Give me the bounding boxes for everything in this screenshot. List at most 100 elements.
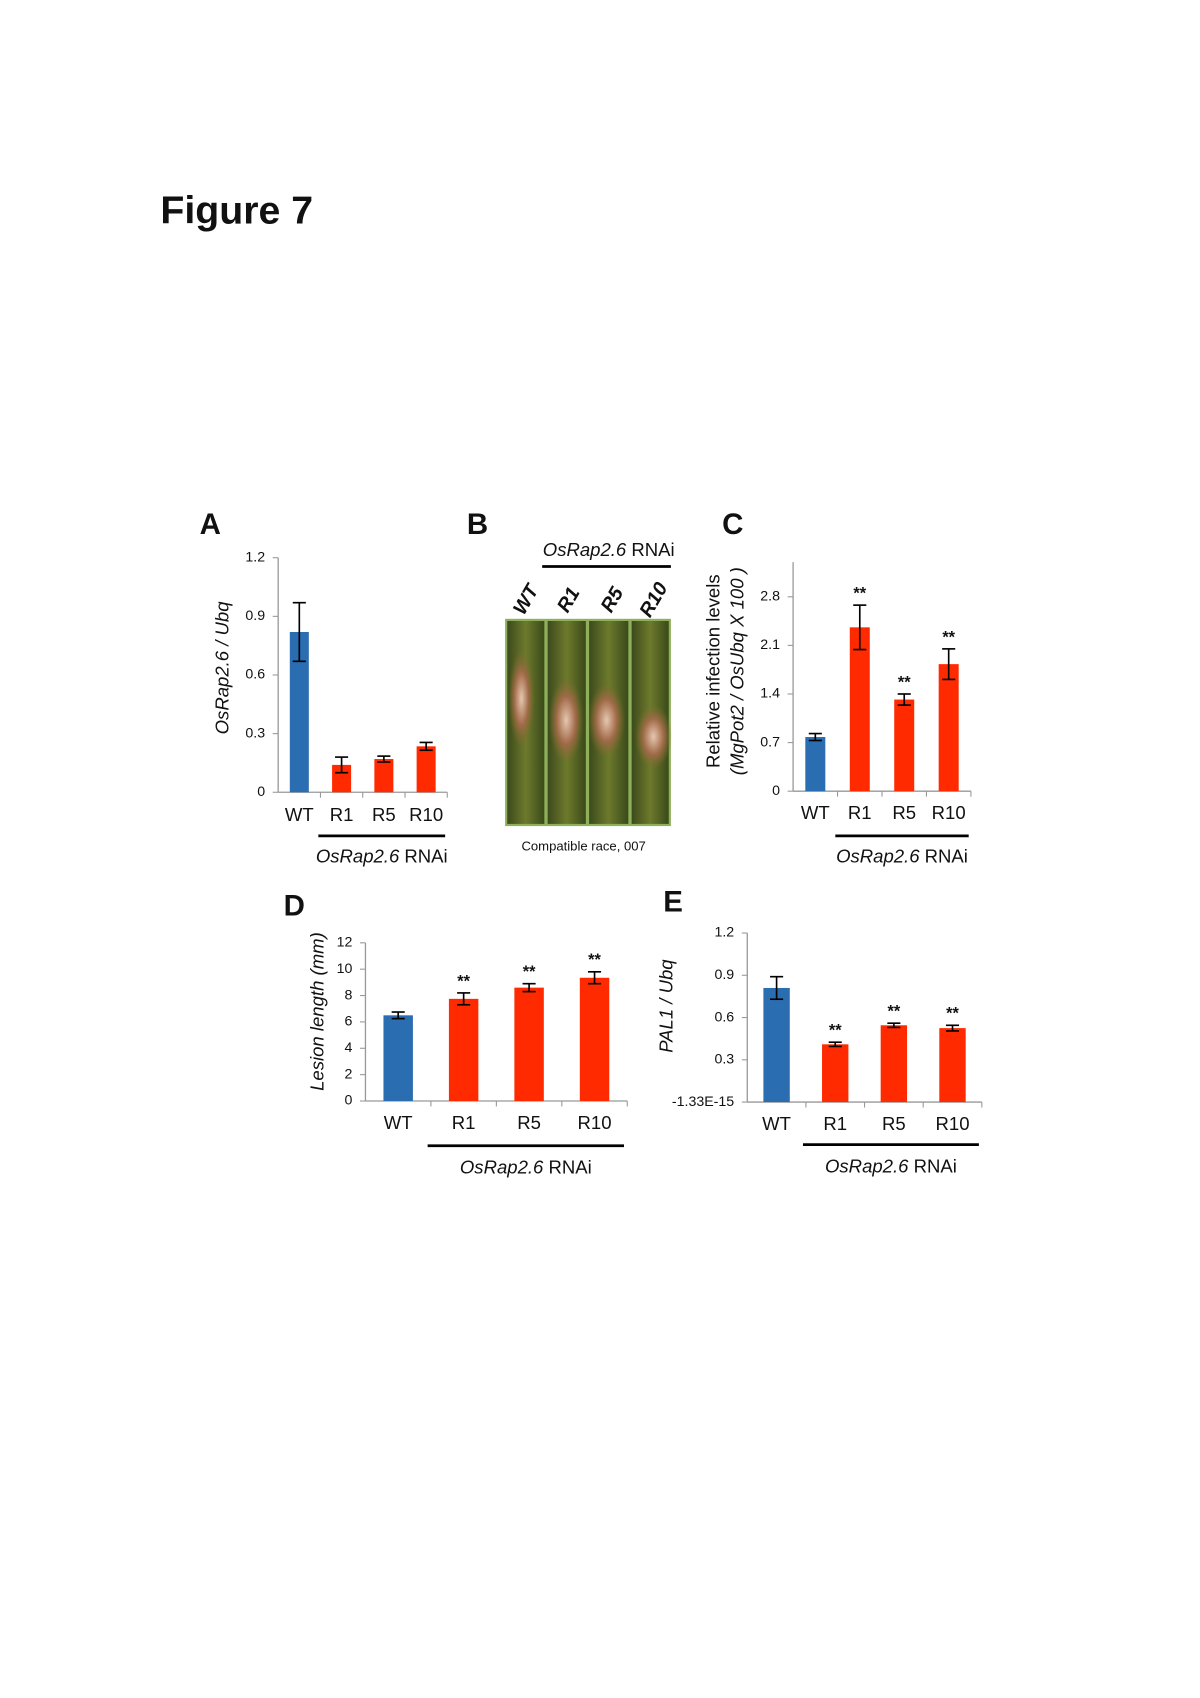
x-tick-label: R10 <box>932 802 966 823</box>
bar <box>880 1025 908 1103</box>
x-tick-label: R1 <box>452 1112 476 1133</box>
lesion <box>508 649 535 748</box>
significance: ** <box>829 1022 842 1040</box>
y-tick-label: 1.2 <box>245 549 265 565</box>
error-bar <box>828 1041 842 1048</box>
bar <box>416 746 436 793</box>
gene-name: OsRap2.6 <box>460 1157 544 1178</box>
group-suffix: RNAi <box>404 846 447 867</box>
group-label: OsRap2.6 RNAi <box>316 846 448 867</box>
y-tick-label: 10 <box>337 961 353 977</box>
significance: ** <box>946 1005 959 1023</box>
bar <box>448 998 479 1101</box>
significance: ** <box>898 673 911 691</box>
y-tick-label: 0 <box>772 783 780 799</box>
error-bar <box>887 1022 901 1029</box>
gene-name: OsRap2.6 <box>316 846 400 867</box>
gene-name: OsRap2.6 <box>543 539 627 560</box>
y-axis-label: Lesion length (mm) <box>306 932 327 1091</box>
group-label: OsRap2.6 RNAi <box>460 1157 592 1178</box>
significance: ** <box>523 963 536 981</box>
bar <box>514 987 544 1101</box>
y-tick-label: 0.9 <box>245 608 265 624</box>
lane-label: WT <box>509 579 544 618</box>
error-bar <box>808 732 822 742</box>
significance: ** <box>942 628 955 646</box>
error-bar <box>945 1024 960 1032</box>
caption: Compatible race, 007 <box>521 838 645 853</box>
x-tick-label: R5 <box>892 802 916 823</box>
bar <box>579 977 610 1101</box>
panel-label: E <box>663 885 683 918</box>
gene-name: OsRap2.6 <box>836 846 920 867</box>
bar <box>894 699 915 792</box>
y-axis-label: PAL1 / Ubq <box>656 959 677 1053</box>
group-suffix: RNAi <box>548 1157 591 1178</box>
y-tick-label: 0.7 <box>760 734 780 750</box>
y-tick-label: 1.2 <box>714 925 734 941</box>
bar <box>849 627 870 792</box>
significance: ** <box>887 1003 900 1021</box>
error-bar <box>942 648 956 681</box>
y-tick-label: 2.8 <box>760 589 780 605</box>
x-tick-label: WT <box>285 804 314 825</box>
gene-name: OsRap2.6 <box>825 1155 909 1176</box>
error-bar <box>377 755 391 763</box>
group-suffix: RNAi <box>914 1155 957 1176</box>
error-bar <box>897 693 911 706</box>
x-tick-label: WT <box>384 1112 413 1133</box>
lesion <box>548 676 584 764</box>
bar <box>763 987 790 1103</box>
lane-label: R1 <box>553 584 585 617</box>
lesion <box>634 703 672 770</box>
error-bar <box>588 970 602 985</box>
lesion <box>588 682 626 759</box>
error-bar <box>292 601 306 663</box>
x-tick-label: R1 <box>848 802 872 823</box>
x-tick-label: R10 <box>578 1112 612 1133</box>
error-bar <box>853 604 867 651</box>
lane-label: R5 <box>597 583 629 617</box>
y-tick-label: 0.9 <box>714 967 734 983</box>
group-label: OsRap2.6 RNAi <box>825 1155 957 1176</box>
y-tick-label: 0.3 <box>245 725 265 741</box>
significance: ** <box>853 585 866 603</box>
x-tick-label: R5 <box>882 1113 906 1134</box>
y-tick-label: 2 <box>344 1066 352 1082</box>
error-bar <box>335 756 349 774</box>
panel-label: A <box>200 508 221 541</box>
group-label: OsRap2.6 RNAi <box>543 539 675 560</box>
x-tick-label: R5 <box>517 1112 541 1133</box>
figure-title: Figure 7 <box>160 188 313 232</box>
bar <box>939 1028 966 1103</box>
y-tick-label: 0.6 <box>245 667 265 683</box>
error-bar <box>770 975 784 1001</box>
y-tick-label: 12 <box>337 935 353 951</box>
panel-label: C <box>722 508 743 541</box>
y-tick-label: 8 <box>344 987 352 1003</box>
error-bar <box>522 982 536 993</box>
x-tick-label: R1 <box>330 804 354 825</box>
panel-label: B <box>467 508 488 541</box>
bar <box>822 1044 849 1103</box>
error-bar <box>391 1011 405 1020</box>
significance: ** <box>588 951 601 969</box>
y-tick-label: 2.1 <box>760 637 780 653</box>
y-tick-label: 6 <box>344 1014 352 1030</box>
y-axis-label: OsRap2.6 / Ubq <box>212 601 233 735</box>
x-tick-label: WT <box>762 1113 791 1134</box>
bar <box>938 664 959 792</box>
y-axis-label: Relative infection levels <box>702 574 723 768</box>
group-suffix: RNAi <box>925 846 968 867</box>
y-tick-label: 0.3 <box>714 1052 734 1068</box>
significance: ** <box>457 972 470 990</box>
x-tick-label: R10 <box>409 804 443 825</box>
y-tick-label: 4 <box>344 1040 352 1056</box>
x-tick-label: R5 <box>372 804 396 825</box>
y-tick-label: 0 <box>344 1093 352 1109</box>
y-tick-label: 0 <box>257 784 265 800</box>
y-tick-label: -1.33E-15 <box>672 1094 734 1110</box>
x-tick-label: R1 <box>823 1113 847 1134</box>
x-tick-label: R10 <box>935 1113 969 1134</box>
